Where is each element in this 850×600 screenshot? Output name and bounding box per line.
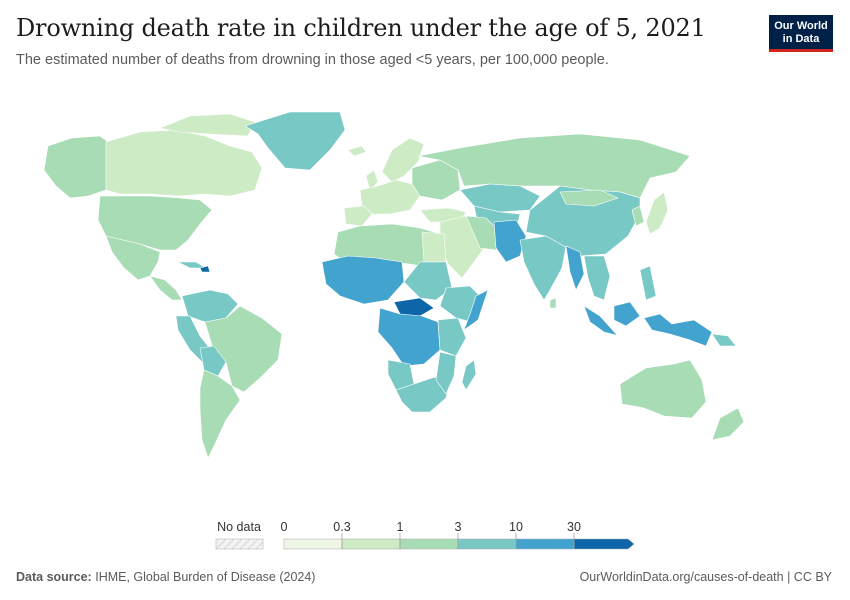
- region-new-zealand[interactable]: [711, 407, 745, 441]
- no-data-label: No data: [217, 520, 261, 534]
- logo-line-2: in Data: [782, 33, 820, 45]
- legend-tick-0.3: 0.3: [333, 520, 350, 534]
- no-data-swatch[interactable]: [215, 538, 264, 550]
- region-southern-africa[interactable]: [395, 373, 453, 413]
- owid-logo[interactable]: Our World in Data: [769, 15, 833, 52]
- data-source-label: Data source:: [16, 570, 92, 584]
- world-map: [43, 111, 745, 459]
- no-data-hatch: [215, 538, 264, 550]
- region-papua-new-guinea[interactable]: [711, 333, 737, 347]
- chart-subtitle: The estimated number of deaths from drow…: [16, 52, 609, 68]
- region-madagascar[interactable]: [461, 359, 477, 391]
- legend-bin-30-plus[interactable]: [573, 538, 635, 550]
- legend-tick-1: 1: [397, 520, 404, 534]
- region-east-africa[interactable]: [437, 317, 467, 357]
- region-uk[interactable]: [365, 169, 379, 191]
- region-congo-basin[interactable]: [377, 307, 441, 367]
- region-sudan[interactable]: [403, 261, 453, 301]
- region-philippines[interactable]: [639, 265, 657, 301]
- region-greenland[interactable]: [244, 111, 346, 171]
- region-central-america[interactable]: [149, 275, 183, 301]
- region-australia[interactable]: [619, 359, 707, 419]
- region-southeast-asia[interactable]: [583, 255, 611, 301]
- region-somalia[interactable]: [463, 289, 489, 331]
- region-iberia[interactable]: [343, 205, 373, 227]
- region-borneo[interactable]: [613, 301, 641, 327]
- legend-bin-0-0.3[interactable]: [283, 538, 343, 550]
- region-korea[interactable]: [631, 205, 645, 227]
- region-central-african-republic[interactable]: [393, 297, 435, 317]
- data-source: Data source: IHME, Global Burden of Dise…: [16, 570, 315, 584]
- region-alaska[interactable]: [43, 135, 109, 199]
- region-mongolia[interactable]: [559, 189, 619, 207]
- legend-bin-3-10[interactable]: [457, 538, 517, 550]
- region-southern-cone[interactable]: [199, 369, 241, 459]
- logo-line-1: Our World: [774, 20, 828, 32]
- legend-bin-0.3-1[interactable]: [341, 538, 401, 550]
- chart-title: Drowning death rate in children under th…: [16, 14, 706, 42]
- legend-tick-10: 10: [509, 520, 523, 534]
- region-afghanistan-pakistan[interactable]: [493, 219, 527, 263]
- data-source-text: IHME, Global Burden of Disease (2024): [95, 570, 316, 584]
- region-haiti[interactable]: [199, 265, 211, 273]
- legend-tick-0: 0: [281, 520, 288, 534]
- region-myanmar[interactable]: [565, 245, 585, 291]
- region-bolivia[interactable]: [199, 345, 227, 377]
- legend-bin-10-30[interactable]: [515, 538, 575, 550]
- region-sahel-west[interactable]: [321, 255, 405, 305]
- region-sri-lanka[interactable]: [549, 297, 557, 309]
- legend-bin-1-3[interactable]: [399, 538, 459, 550]
- legend-tick-30: 30: [567, 520, 581, 534]
- region-indonesia-west[interactable]: [583, 305, 637, 341]
- legend-tick-3: 3: [455, 520, 462, 534]
- source-url[interactable]: OurWorldinData.org/causes-of-death | CC …: [579, 570, 832, 584]
- region-mozambique[interactable]: [435, 351, 457, 395]
- region-china[interactable]: [525, 185, 641, 257]
- region-indonesia-east[interactable]: [643, 313, 713, 347]
- region-japan[interactable]: [645, 191, 669, 235]
- region-iceland[interactable]: [347, 145, 367, 157]
